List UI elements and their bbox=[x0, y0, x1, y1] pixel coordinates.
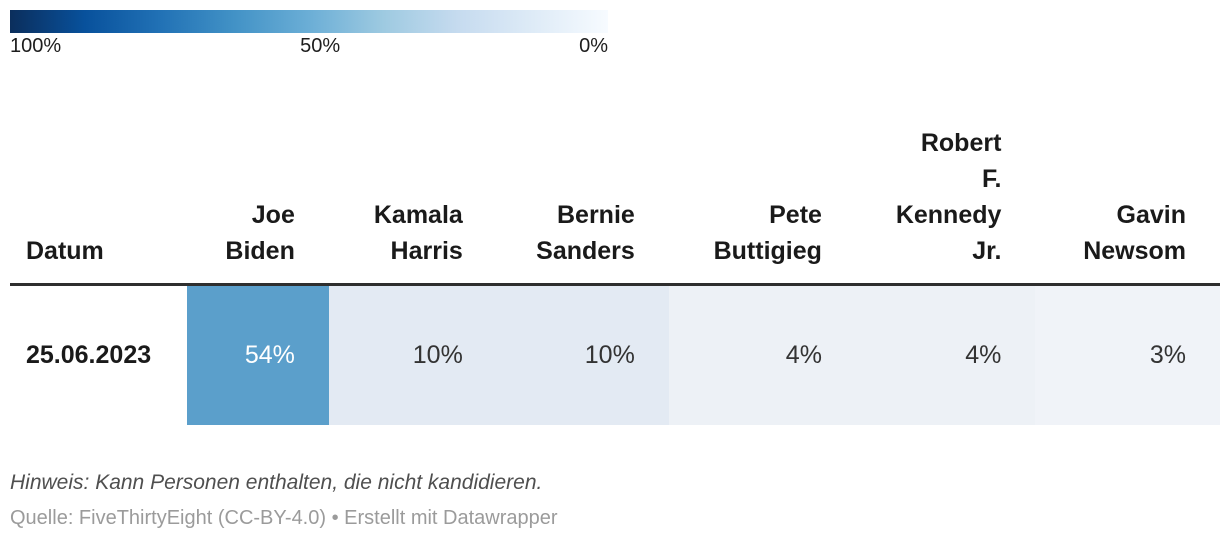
poll-table-body: 25.06.2023 54% 10% 10% 4% 4% 3% bbox=[10, 284, 1220, 425]
color-legend: 100% 50% 0% bbox=[10, 10, 608, 59]
column-header-kamala-harris: Kamala Harris bbox=[328, 125, 497, 286]
table-row: 25.06.2023 54% 10% 10% 4% 4% 3% bbox=[10, 284, 1220, 425]
column-header-joe-biden: Joe Biden bbox=[186, 125, 329, 286]
column-header-bernie-sanders: Bernie Sanders bbox=[496, 125, 669, 286]
column-header-pete-buttigieg: Pete Buttigieg bbox=[668, 125, 856, 286]
cell-joe-biden: 54% bbox=[186, 284, 329, 425]
legend-label-max: 100% bbox=[10, 35, 62, 57]
cell-datum: 25.06.2023 bbox=[10, 284, 187, 425]
poll-table-header: Datum Joe Biden Kamala Harris Bernie Sanders Pe… bbox=[10, 125, 1220, 286]
legend-labels: 100% 50% 0% bbox=[10, 33, 608, 59]
source-text: Quelle: FiveThirtyEight (CC-BY-4.0) • Er… bbox=[10, 507, 558, 529]
cell-gavin-newsom: 3% bbox=[1035, 284, 1220, 425]
legend-label-mid: 50% bbox=[300, 35, 341, 57]
column-header-gavin-newsom: Gavin Newsom bbox=[1035, 125, 1220, 286]
column-header-robert-f-kennedy-jr: Robert F. Kennedy Jr. bbox=[855, 125, 1036, 286]
cell-kamala-harris: 10% bbox=[328, 284, 497, 425]
color-gradient-bar bbox=[10, 10, 608, 33]
cell-robert-f-kennedy-jr: 4% bbox=[855, 284, 1036, 425]
legend-label-min: 0% bbox=[579, 35, 608, 57]
cell-pete-buttigieg: 4% bbox=[668, 284, 856, 425]
poll-table: Datum Joe Biden Kamala Harris Bernie Sanders Pe… bbox=[10, 125, 1220, 425]
column-header-datum: Datum bbox=[10, 125, 187, 286]
note-text: Hinweis: Kann Personen enthalten, die ni… bbox=[10, 471, 543, 494]
cell-bernie-sanders: 10% bbox=[496, 284, 669, 425]
